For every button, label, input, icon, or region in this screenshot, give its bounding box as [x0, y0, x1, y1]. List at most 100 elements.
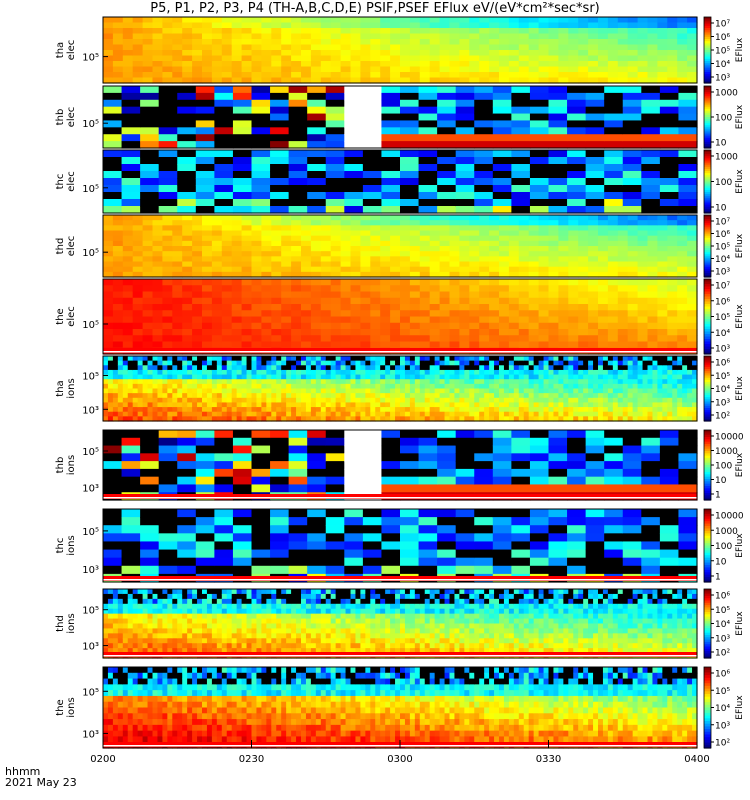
- panel-frame: [102, 85, 698, 149]
- status-bar-line: [103, 655, 697, 657]
- colorbar-thd-elec: 10³ 10⁴ 10⁵ 10⁶ 10⁷ EFlux: [703, 214, 745, 278]
- cbar-label: EFlux: [735, 533, 745, 558]
- cbar-tick-label: 10³: [715, 345, 730, 355]
- cbar-label: EFlux: [735, 104, 745, 129]
- panel-thc-ions: thc ions 10⁵ 10³ 1 10 100 1000 10000 EFlux: [55, 508, 745, 583]
- y-tick-label: 10³: [82, 565, 99, 576]
- cbar-label: EFlux: [735, 169, 745, 194]
- spectrogram-cells: [103, 589, 698, 659]
- cbar-tick-label: 1000: [715, 447, 738, 457]
- panel-frame: [102, 508, 698, 583]
- status-bar: [103, 576, 697, 581]
- colorbar-thc-elec: 10 100 1000 EFlux: [703, 149, 745, 214]
- cbar-tick-label: 10: [715, 476, 727, 486]
- cbar-tick-label: 10⁶: [715, 33, 730, 43]
- y-tick-label: 10⁵: [82, 447, 99, 458]
- x-tick-label: 0400: [684, 754, 709, 765]
- panel-thb-ions: thb ions 10⁵ 10³ 1 10 100 1000 10000 EFlux: [55, 429, 745, 501]
- ylabel-species: ions: [66, 613, 77, 633]
- x-tick-label: 0300: [387, 754, 412, 765]
- cbar-tick-label: 10⁷: [715, 20, 730, 30]
- colorbar-thb-ions: 1 10 100 1000 10000 EFlux: [703, 429, 745, 501]
- panel-thb-elec: thb elec 10⁵ 10 100 1000 EFlux: [55, 85, 745, 149]
- cbar-tick-label: 10000: [715, 512, 744, 522]
- panel-tha-ions: tha ions 10⁵ 10³ 10² 10³ 10⁴ 10⁵ 10⁶ EFlux: [55, 355, 745, 422]
- colorbar-the-ions: 10² 10³ 10⁴ 10⁵ 10⁶ EFlux: [703, 666, 745, 749]
- spectrogram-cells: [103, 150, 698, 214]
- cbar-tick-label: 10⁴: [715, 704, 730, 714]
- ylabel-species: elec: [66, 306, 77, 327]
- y-tick-label: 10³: [82, 729, 99, 740]
- cbar-tick-label: 10⁶: [715, 670, 730, 680]
- footer-date: 2021 May 23: [5, 776, 77, 789]
- ylabel-species: elec: [66, 107, 77, 128]
- chart-title: P5, P1, P2, P3, P4 (TH-A,B,C,D,E) PSIF,P…: [150, 1, 600, 16]
- y-tick-label: 10⁵: [82, 606, 99, 617]
- cbar-tick-label: 10⁴: [715, 385, 730, 395]
- cbar-tick-label: 10³: [715, 74, 730, 84]
- x-tick-label: 0230: [239, 754, 264, 765]
- panel-frame: [102, 355, 698, 422]
- spectrogram-cells: [103, 430, 698, 501]
- panel-tha-elec: tha elec 10⁵ 10³ 10⁴ 10⁵ 10⁶ 10⁷ EFlux: [55, 16, 745, 84]
- cbar-tick-label: 100: [715, 178, 732, 188]
- panel-frame: [102, 149, 698, 214]
- cbar-tick-label: 10²: [715, 739, 730, 749]
- panel-frame: [102, 429, 698, 501]
- x-tick-label: 0200: [90, 754, 115, 765]
- cbar-tick-label: 100: [715, 462, 732, 472]
- x-tick-label: 0330: [536, 754, 561, 765]
- y-tick-label: 10⁵: [82, 53, 99, 64]
- cbar-tick-label: 10³: [715, 398, 730, 408]
- panel-the-elec: the elec 10⁵ 10³ 10⁴ 10⁵ 10⁶ 10⁷ EFlux: [55, 278, 745, 355]
- y-tick-label: 10⁵: [82, 527, 99, 538]
- status-bar-line: [103, 579, 697, 581]
- cbar-tick-label: 10⁷: [715, 218, 730, 228]
- cbar-tick-label: 1000: [715, 153, 738, 163]
- cbar-tick-label: 100: [715, 114, 732, 124]
- ylabel-probe: the: [55, 699, 66, 715]
- y-tick-label: 10⁵: [82, 320, 99, 331]
- ylabel-probe: thb: [55, 109, 66, 126]
- cbar-label: EFlux: [735, 452, 745, 477]
- spectrogram-cells: [103, 279, 698, 355]
- cbar-tick-label: 10⁴: [715, 60, 730, 70]
- cbar-tick-label: 10⁵: [715, 372, 730, 382]
- status-bar-line: [103, 497, 697, 499]
- spectrogram-cells: [103, 215, 698, 278]
- ylabel-species: ions: [66, 455, 77, 475]
- cbar-label: EFlux: [735, 37, 745, 62]
- ylabel-species: ions: [66, 378, 77, 398]
- cbar-label: EFlux: [735, 695, 745, 720]
- ylabel-probe: tha: [55, 380, 66, 396]
- cbar-tick-label: 10⁶: [715, 592, 730, 602]
- cbar-tick-label: 1000: [715, 527, 738, 537]
- panel-frame: [102, 588, 698, 659]
- panel-frame: [102, 214, 698, 278]
- cbar-tick-label: 10⁵: [715, 687, 730, 697]
- cbar-tick-label: 10²: [715, 649, 730, 659]
- cbar-tick-label: 10: [715, 204, 727, 214]
- ylabel-probe: thc: [55, 538, 66, 554]
- status-bar: [103, 494, 697, 499]
- colorbar-thb-elec: 10 100 1000 EFlux: [703, 85, 745, 149]
- cbar-tick-label: 10³: [715, 721, 730, 731]
- y-tick-label: 10⁵: [82, 119, 99, 130]
- cbar-tick-label: 10³: [715, 634, 730, 644]
- cbar-label: EFlux: [735, 304, 745, 329]
- colorbar-tha-elec: 10³ 10⁴ 10⁵ 10⁶ 10⁷ EFlux: [703, 16, 745, 84]
- y-tick-label: 10⁵: [82, 372, 99, 383]
- cbar-tick-label: 10000: [715, 433, 744, 443]
- spectrogram-cells: [103, 86, 698, 149]
- spectrogram-cells: [103, 509, 698, 583]
- panel-thc-elec: thc elec 10⁵ 10 100 1000 EFlux: [55, 149, 745, 214]
- ylabel-probe: the: [55, 308, 66, 324]
- y-tick-label: 10⁵: [82, 687, 99, 698]
- cbar-tick-label: 10⁴: [715, 620, 730, 630]
- ylabel-species: elec: [66, 171, 77, 192]
- panel-thd-ions: thd ions 10⁵ 10³ 10² 10³ 10⁴ 10⁵ 10⁶ EFlux: [55, 588, 745, 659]
- y-tick-label: 10³: [82, 405, 99, 416]
- cbar-tick-label: 100: [715, 542, 732, 552]
- cbar-tick-label: 10³: [715, 268, 730, 278]
- cbar-tick-label: 10²: [715, 412, 730, 422]
